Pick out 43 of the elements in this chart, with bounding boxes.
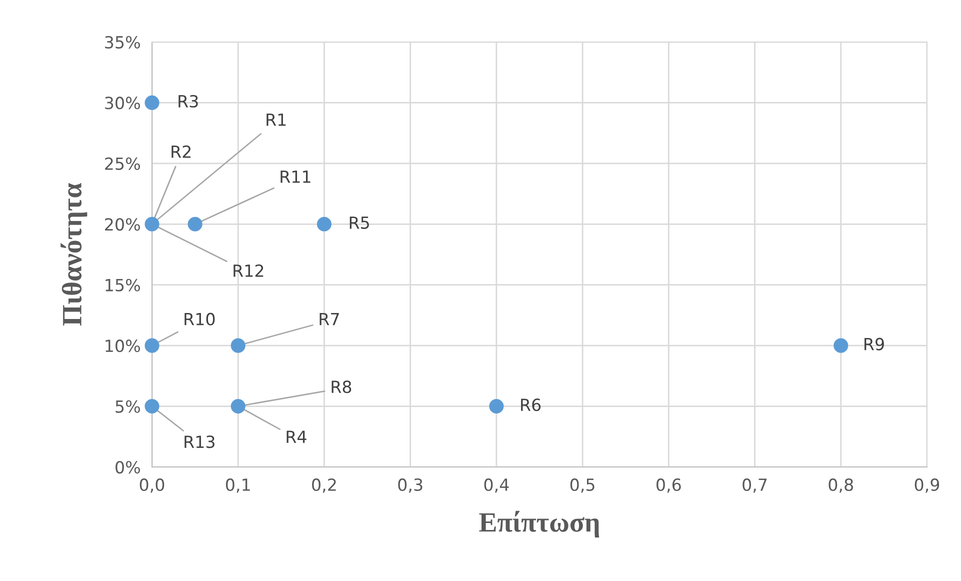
point: [144, 399, 160, 414]
point: [489, 399, 504, 414]
point: [188, 216, 202, 232]
x-tick-label: 0,5: [570, 478, 594, 493]
annotation: R3: [178, 94, 198, 108]
y-tick-label: 30%: [105, 96, 140, 110]
point: [144, 216, 160, 232]
x-tick-label: 0,2: [312, 478, 336, 493]
annotation: R7: [320, 313, 339, 326]
y-axis-title: Πιθανότητα: [60, 183, 88, 326]
annotation: R5: [350, 216, 369, 229]
annotation: R8: [332, 380, 352, 394]
x-tick-label: 0,4: [484, 478, 509, 493]
annotation: R2: [172, 145, 191, 158]
y-tick-label: 10%: [106, 340, 140, 352]
point: [834, 338, 848, 353]
point: [144, 95, 160, 110]
y-tick-label: 0%: [116, 460, 140, 474]
point: [230, 399, 246, 414]
y-tick-label: 5%: [116, 400, 140, 413]
x-tick-label: 0,1: [226, 478, 250, 493]
point: [230, 338, 246, 353]
y-tick-label: 20%: [105, 218, 140, 231]
x-tick-label: 0,0: [140, 478, 164, 493]
annotation: R9: [864, 338, 884, 350]
annotation: R13: [184, 436, 214, 448]
x-tick-label: 0,9: [914, 478, 940, 493]
point: [316, 216, 332, 232]
annotation: R6: [521, 398, 541, 412]
annotation: R1: [266, 114, 286, 126]
x-tick-label: 0,6: [656, 478, 681, 493]
y-tick-label: 25%: [105, 157, 140, 170]
x-tick-label: 0,8: [828, 478, 853, 493]
point: [144, 338, 160, 353]
x-tick-label: 0,3: [398, 478, 422, 493]
annotation: R12: [234, 264, 264, 277]
annotation: R4: [286, 430, 306, 443]
x-axis-title: Επίπτωση: [479, 510, 600, 538]
annotation: R11: [280, 170, 310, 183]
annotation: R10: [184, 312, 215, 326]
y-tick-label: 15%: [106, 278, 140, 292]
y-tick-label: 35%: [105, 36, 140, 49]
x-tick-label: 0,7: [742, 478, 767, 493]
